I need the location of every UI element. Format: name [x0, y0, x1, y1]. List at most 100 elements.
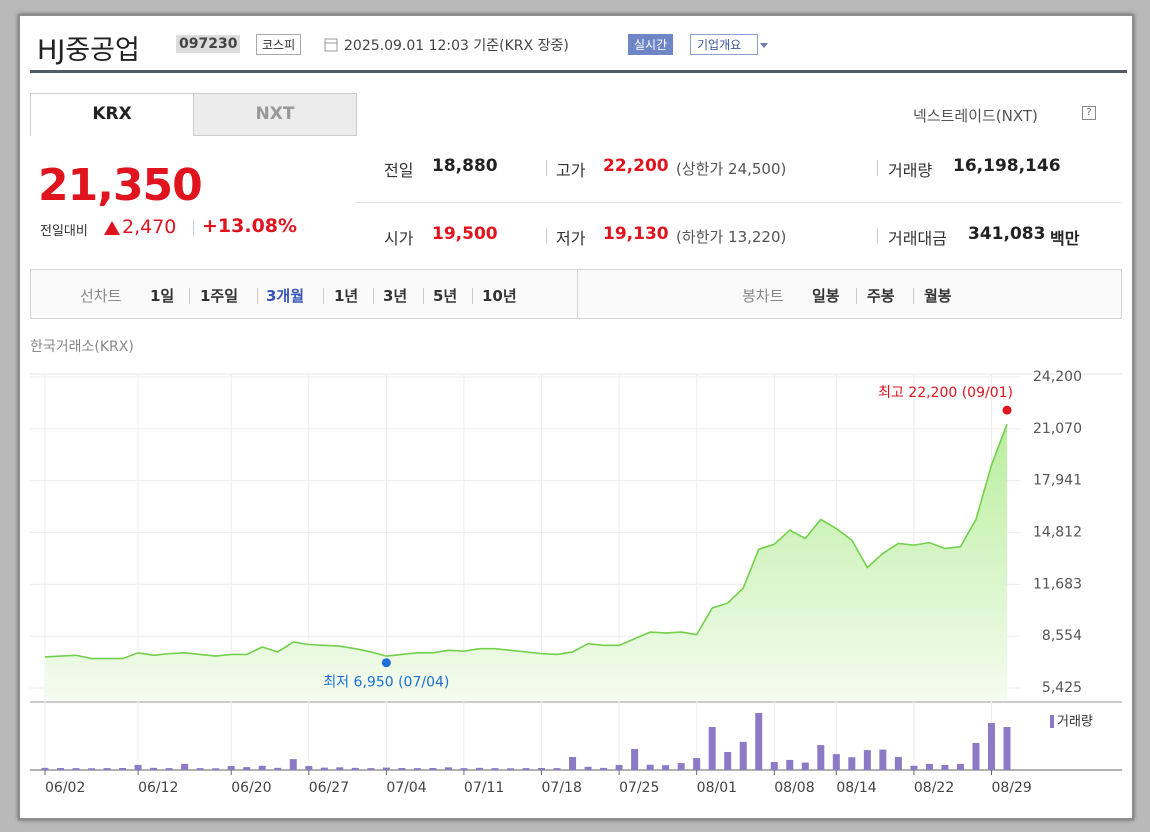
period-group-label: 봉차트	[742, 287, 784, 305]
volume-bar	[491, 768, 499, 770]
period-option[interactable]: 3년	[383, 287, 408, 305]
volume-bar	[739, 741, 747, 770]
volume-bar	[569, 757, 577, 770]
period-option[interactable]: 일봉	[812, 287, 840, 305]
x-tick-label: 06/12	[138, 780, 178, 796]
stat-value: 18,880	[432, 156, 498, 176]
separator	[257, 288, 258, 304]
tab-nxt[interactable]: NXT	[193, 93, 357, 136]
period-option[interactable]: 1일	[150, 287, 175, 305]
dropdown-arrow	[760, 43, 768, 48]
period-divider	[577, 270, 578, 318]
tab-krx[interactable]: KRX	[30, 93, 194, 136]
volume-bar	[522, 768, 530, 770]
stock-code: 097230	[176, 35, 241, 53]
volume-bar	[1003, 727, 1011, 770]
volume-bar	[925, 763, 933, 770]
help-icon[interactable]: ?	[1082, 106, 1096, 120]
y-tick-label: 21,070	[1033, 421, 1082, 437]
volume-bar	[460, 768, 468, 770]
stat-unit: 백만	[1050, 229, 1080, 248]
volume-bar	[305, 766, 313, 770]
stat-label: 거래대금	[888, 229, 947, 248]
period-option[interactable]: 5년	[433, 287, 458, 305]
header-rule	[30, 70, 1127, 73]
x-tick-label: 08/22	[914, 780, 954, 796]
stat-value: 19,130	[603, 224, 669, 244]
x-tick-label: 07/18	[542, 780, 582, 796]
volume-bar	[941, 764, 949, 770]
change-amount: 2,470	[122, 216, 177, 238]
volume-bar	[631, 749, 639, 770]
separator	[856, 288, 857, 304]
period-group-label: 선차트	[80, 287, 122, 305]
volume-bar	[150, 767, 158, 770]
volume-bar	[506, 768, 514, 770]
market-badge: 코스피	[256, 34, 302, 55]
volume-bar	[72, 768, 80, 770]
separator	[877, 228, 878, 244]
volume-bar	[227, 766, 235, 770]
volume-bar	[165, 768, 173, 770]
realtime-badge[interactable]: 실시간	[628, 34, 674, 55]
volume-bar	[693, 758, 701, 770]
current-price: 21,350	[38, 160, 203, 211]
volume-bar	[584, 766, 592, 770]
volume-bar	[398, 768, 406, 770]
period-option[interactable]: 월봉	[924, 287, 952, 305]
volume-bar	[553, 768, 561, 770]
volume-bar	[103, 768, 111, 770]
volume-bar	[987, 723, 995, 770]
separator	[546, 228, 547, 244]
calendar-icon	[324, 38, 338, 52]
stats-divider	[356, 202, 1121, 203]
volume-bar	[475, 767, 483, 770]
volume-bar	[817, 745, 825, 770]
stock-name: HJ중공업	[37, 35, 140, 66]
separator	[546, 160, 547, 176]
volume-bar	[894, 757, 902, 770]
volume-bar	[41, 767, 49, 770]
volume-bar	[786, 759, 794, 770]
y-tick-label: 24,200	[1033, 369, 1082, 385]
volume-bar	[848, 757, 856, 770]
change-percent: +13.08%	[202, 215, 298, 237]
stat-value: 22,200	[603, 156, 669, 176]
volume-bar	[181, 763, 189, 770]
separator	[373, 288, 374, 304]
volume-bar	[662, 765, 670, 770]
legend-swatch	[1050, 715, 1054, 728]
volume-bar	[351, 767, 359, 770]
stat-label: 시가	[384, 229, 414, 248]
x-tick-label: 06/20	[231, 780, 271, 796]
volume-bar	[832, 754, 840, 770]
volume-bar	[320, 767, 328, 770]
up-triangle	[104, 221, 120, 235]
period-option[interactable]: 1주일	[200, 287, 239, 305]
period-option-selected[interactable]: 3개월	[266, 287, 305, 305]
volume-bar	[444, 767, 452, 770]
annotation-dot	[381, 658, 391, 668]
volume-bar	[382, 767, 390, 770]
stat-label: 거래량	[888, 161, 933, 180]
volume-bar	[243, 767, 251, 770]
company-info-button[interactable]: 기업개요	[690, 34, 759, 55]
period-option[interactable]: 주봉	[867, 287, 895, 305]
separator	[189, 288, 190, 304]
period-option[interactable]: 1년	[334, 287, 359, 305]
volume-bar	[863, 750, 871, 770]
legend-label: 거래량	[1057, 715, 1093, 730]
nxt-link[interactable]: 넥스트레이드(NXT)	[913, 107, 1038, 125]
chart-title: 한국거래소(KRX)	[30, 339, 134, 355]
x-tick-label: 06/02	[45, 780, 85, 796]
period-option[interactable]: 10년	[482, 287, 517, 305]
separator	[193, 220, 194, 236]
separator	[423, 288, 424, 304]
x-tick-label: 08/14	[836, 780, 876, 796]
volume-bar	[615, 764, 623, 770]
volume-bar	[801, 762, 809, 770]
separator	[913, 288, 914, 304]
tab-label: KRX	[92, 104, 132, 124]
company-info-label: 기업개요	[697, 38, 742, 52]
